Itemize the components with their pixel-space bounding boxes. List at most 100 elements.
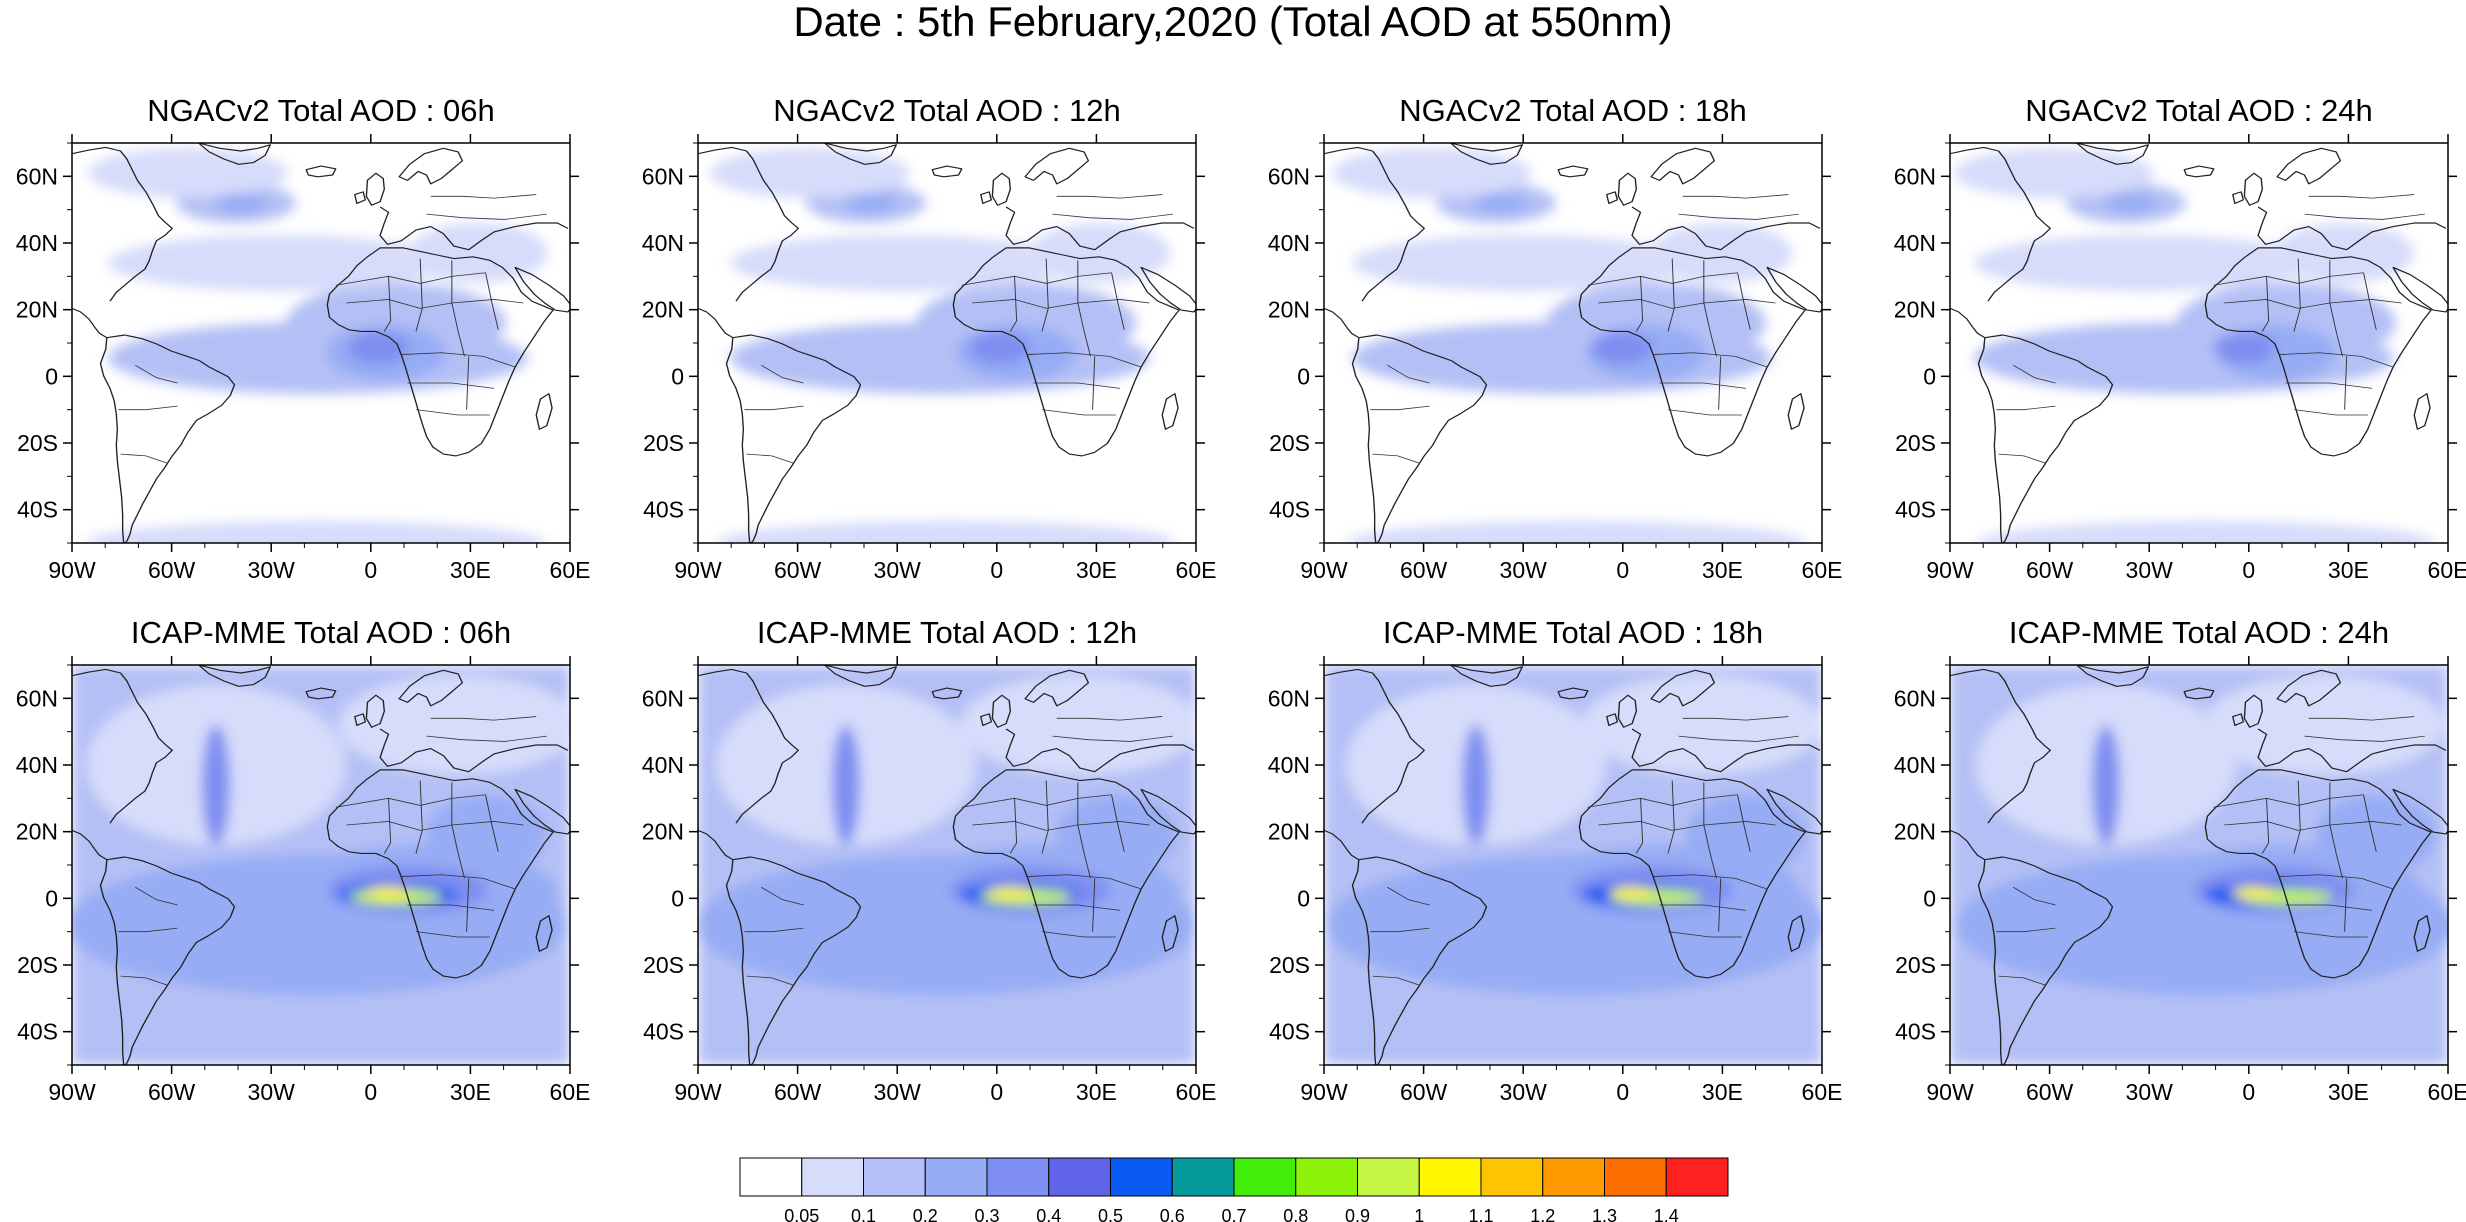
lon-tick-label: 30W	[2126, 557, 2174, 583]
colorbar-label: 0.3	[974, 1206, 999, 1222]
lat-tick-label: 40S	[643, 497, 684, 523]
lon-tick-label: 30W	[874, 1079, 922, 1105]
colorbar-swatch	[1171, 1157, 1235, 1197]
lon-tick-label: 60W	[774, 557, 822, 583]
lat-tick-label: 40N	[642, 230, 684, 256]
lat-tick-label: 20S	[1895, 952, 1936, 978]
panel-title: NGACv2 Total AOD : 06h	[147, 93, 494, 128]
lon-tick-label: 30W	[248, 1079, 296, 1105]
colorbar-label: 0.5	[1098, 1206, 1123, 1222]
lon-tick-label: 0	[364, 557, 377, 583]
lat-tick-label: 60N	[642, 163, 684, 189]
lon-tick-label: 60E	[1802, 557, 1843, 583]
lat-tick-label: 20S	[1269, 952, 1310, 978]
aod-field-region	[2204, 675, 2444, 775]
colorbar-label: 1	[1414, 1206, 1424, 1222]
lat-tick-label: 40S	[1895, 1019, 1936, 1045]
lon-tick-label: 60E	[1176, 1079, 1217, 1105]
aod-field-region	[1030, 223, 1170, 283]
lat-tick-label: 20N	[1268, 297, 1310, 323]
lon-tick-label: 60W	[774, 1079, 822, 1105]
lat-tick-label: 40N	[16, 752, 58, 778]
lon-tick-label: 60E	[2428, 1079, 2466, 1105]
map-panel-icap-mme-4: 90W 60W 30W 0 30E 60E 60N 40N 20N 0 20S 40S ICAP-MME…	[1894, 615, 2466, 1105]
lat-tick-label: 60N	[16, 163, 58, 189]
colorbar-swatch	[863, 1157, 926, 1197]
lon-tick-label: 30E	[2328, 1079, 2369, 1105]
lat-tick-label: 20N	[16, 819, 58, 845]
colorbar-label: 0.7	[1221, 1206, 1246, 1222]
lon-tick-label: 60W	[148, 557, 196, 583]
aod-field-region	[832, 725, 860, 845]
lat-tick-label: 60N	[1894, 163, 1936, 189]
lon-tick-label: 90W	[674, 557, 722, 583]
aod-field-region	[1974, 235, 2314, 291]
lat-tick-label: 60N	[642, 685, 684, 711]
aod-field-region	[1976, 521, 2436, 543]
lat-tick-label: 60N	[16, 685, 58, 711]
lon-tick-label: 60W	[1400, 1079, 1448, 1105]
map-panel-icap-mme-1: 90W 60W 30W 0 30E 60E 60N 40N 20N 0 20S 40S ICAP-MME…	[16, 615, 591, 1105]
lon-tick-label: 30E	[450, 557, 491, 583]
lat-tick-label: 40N	[1268, 230, 1310, 256]
lon-tick-label: 60E	[2428, 557, 2466, 583]
lat-tick-label: 0	[671, 363, 684, 389]
aod-field-region	[338, 675, 570, 775]
lon-tick-label: 30W	[248, 557, 296, 583]
colorbar-swatch	[1604, 1157, 1667, 1197]
aod-field-region	[1652, 223, 1792, 283]
aod-field-region	[108, 235, 448, 291]
lat-tick-label: 40N	[1268, 752, 1310, 778]
aod-field-region	[408, 223, 548, 283]
aod-field-region	[366, 887, 410, 899]
aod-field-region	[1610, 887, 1654, 899]
lat-tick-label: 20N	[642, 297, 684, 323]
lon-tick-label: 60W	[1400, 557, 1448, 583]
lat-tick-label: 20S	[1269, 430, 1310, 456]
lon-tick-label: 30E	[1702, 557, 1743, 583]
aod-field-region	[88, 148, 288, 198]
lon-tick-label: 0	[364, 1079, 377, 1105]
lon-tick-label: 90W	[1300, 557, 1348, 583]
panel-title: ICAP-MME Total AOD : 24h	[2009, 615, 2389, 650]
lat-tick-label: 40S	[1269, 1019, 1310, 1045]
aod-field-region	[845, 193, 897, 213]
aod-field-region	[1592, 332, 1652, 364]
lon-tick-label: 60E	[550, 557, 591, 583]
lon-tick-label: 0	[1616, 1079, 1629, 1105]
aod-field-region	[2274, 223, 2414, 283]
lon-tick-label: 90W	[1926, 557, 1974, 583]
panel-title: ICAP-MME Total AOD : 06h	[131, 615, 511, 650]
aod-colorbar: 0.05 0.1 0.2 0.3 0.4 0.5 0.6 0.7 0.8 0.9 1 1.1 1.2 1.…	[739, 1157, 1729, 1222]
aod-field-region	[1056, 795, 1176, 875]
lat-tick-label: 60N	[1894, 685, 1936, 711]
lon-tick-label: 90W	[674, 1079, 722, 1105]
panel-title: ICAP-MME Total AOD : 18h	[1383, 615, 1763, 650]
lon-tick-label: 60W	[148, 1079, 196, 1105]
lon-tick-label: 30W	[1500, 1079, 1548, 1105]
lat-tick-label: 40N	[642, 752, 684, 778]
map-panel-icap-mme-2: 90W 60W 30W 0 30E 60E 60N 40N 20N 0 20S 40S ICAP-MME…	[642, 615, 1217, 1105]
colorbar-label: 0.4	[1036, 1206, 1061, 1222]
lat-tick-label: 20S	[1895, 430, 1936, 456]
colorbar-swatch	[1480, 1157, 1544, 1197]
lon-tick-label: 90W	[48, 557, 96, 583]
lon-tick-label: 60W	[2026, 1079, 2074, 1105]
aod-shading	[72, 665, 570, 1065]
lon-tick-label: 30E	[1076, 1079, 1117, 1105]
aod-field-region	[2316, 795, 2436, 875]
aod-field-region	[1352, 235, 1692, 291]
aod-field-region	[1332, 148, 1532, 198]
lat-tick-label: 40S	[1895, 497, 1936, 523]
lat-tick-label: 20S	[17, 430, 58, 456]
lon-tick-label: 0	[2242, 1079, 2255, 1105]
aod-field-region	[1462, 725, 1490, 845]
colorbar-label: 1.4	[1654, 1206, 1679, 1222]
map-panel-ngacv2-2: 90W 60W 30W 0 30E 60E 60N 40N 20N 0 20S 40S NGACv2 T…	[642, 93, 1217, 583]
colorbar-swatch	[1048, 1157, 1111, 1197]
lat-tick-label: 20S	[643, 952, 684, 978]
lat-tick-label: 0	[1923, 363, 1936, 389]
aod-field-region	[716, 521, 1176, 543]
lat-tick-label: 40N	[1894, 230, 1936, 256]
aod-shading	[710, 148, 1176, 543]
